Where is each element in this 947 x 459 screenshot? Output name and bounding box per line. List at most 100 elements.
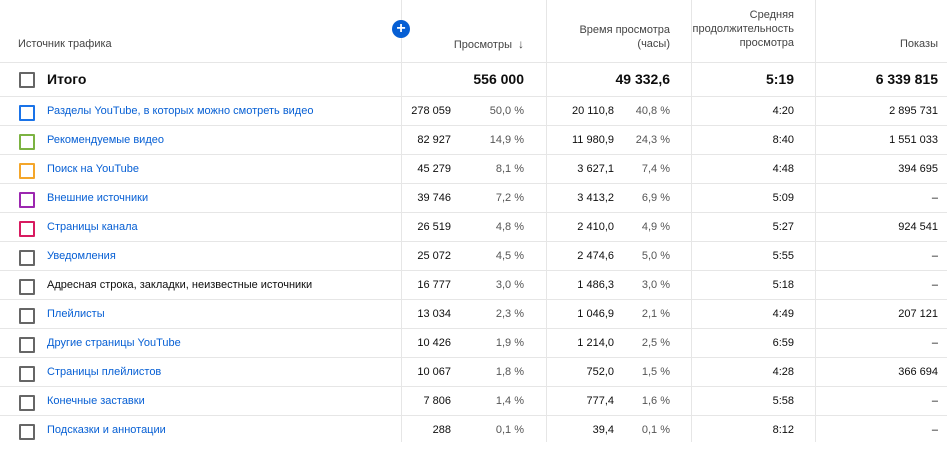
- row-watch-time: 3 413,2: [577, 192, 614, 204]
- row-avg-duration: 4:48: [772, 163, 794, 175]
- row-checkbox[interactable]: [19, 337, 35, 353]
- traffic-source-link[interactable]: Внешние источники: [47, 192, 149, 204]
- traffic-source-link[interactable]: Разделы YouTube, в которых можно смотрет…: [47, 105, 314, 117]
- table-row: Адресная строка, закладки, неизвестные и…: [0, 270, 947, 300]
- row-watch-time: 3 627,1: [577, 163, 614, 175]
- row-watch-time-percent: 24,3 %: [635, 134, 670, 146]
- total-checkbox[interactable]: [19, 72, 35, 88]
- row-views: 10 426: [417, 337, 451, 349]
- sort-down-arrow-icon[interactable]: ↓: [518, 37, 524, 51]
- column-divider: [815, 0, 816, 442]
- row-avg-duration: 5:55: [772, 250, 794, 262]
- row-impressions: –: [931, 424, 938, 436]
- row-checkbox[interactable]: [19, 395, 35, 411]
- row-impressions: 2 895 731: [889, 105, 938, 117]
- row-checkbox[interactable]: [19, 192, 35, 208]
- row-watch-time-percent: 40,8 %: [635, 105, 670, 117]
- table-row: Уведомления 25 072 4,5 % 2 474,6 5,0 % 5:55 –: [0, 241, 947, 271]
- row-watch-time: 11 980,9: [571, 134, 614, 146]
- traffic-source-link[interactable]: Плейлисты: [47, 308, 105, 320]
- traffic-source-link[interactable]: Страницы плейлистов: [47, 366, 162, 378]
- row-impressions: 366 694: [898, 366, 938, 378]
- row-watch-time: 39,4: [592, 424, 614, 436]
- row-checkbox[interactable]: [19, 105, 35, 121]
- row-impressions: –: [931, 250, 938, 262]
- row-views-percent: 14,9 %: [489, 134, 524, 146]
- row-checkbox[interactable]: [19, 424, 35, 440]
- row-avg-duration: 4:20: [772, 105, 794, 117]
- row-avg-duration: 6:59: [772, 337, 794, 349]
- row-views: 16 777: [417, 279, 451, 291]
- row-views: 39 746: [417, 192, 451, 204]
- row-views-percent: 4,5 %: [495, 250, 524, 262]
- row-checkbox[interactable]: [19, 279, 35, 295]
- table-header: Источник трафика + Просмотры ↓ Время прос…: [0, 0, 947, 62]
- row-impressions: –: [931, 279, 938, 291]
- row-views: 45 279: [417, 163, 451, 175]
- row-views: 10 067: [417, 366, 451, 378]
- row-impressions: 1 551 033: [889, 134, 938, 146]
- traffic-source-link[interactable]: Страницы канала: [47, 221, 138, 233]
- row-impressions: –: [931, 395, 938, 407]
- table-row: Рекомендуемые видео 82 927 14,9 % 11 980,9 2…: [0, 125, 947, 155]
- row-watch-time: 1 214,0: [577, 337, 614, 349]
- traffic-source-link[interactable]: Рекомендуемые видео: [47, 134, 164, 146]
- traffic-source-link[interactable]: Уведомления: [47, 250, 116, 262]
- total-avg-duration: 5:19: [765, 71, 794, 87]
- row-checkbox[interactable]: [19, 250, 35, 266]
- row-avg-duration: 5:18: [772, 279, 794, 291]
- row-checkbox[interactable]: [19, 221, 35, 237]
- row-watch-time: 2 410,0: [577, 221, 614, 233]
- column-divider: [401, 0, 402, 442]
- column-divider: [691, 0, 692, 442]
- total-impressions: 6 339 815: [875, 71, 938, 87]
- row-views: 26 519: [417, 221, 451, 233]
- total-watch-time: 49 332,6: [615, 71, 671, 87]
- column-header-watch-time[interactable]: Время просмотра (часы): [530, 23, 670, 51]
- row-watch-time: 752,0: [586, 366, 614, 378]
- row-watch-time: 1 486,3: [577, 279, 614, 291]
- row-watch-time: 20 110,8: [571, 105, 614, 117]
- table-row: Другие страницы YouTube 10 426 1,9 % 1 214,…: [0, 328, 947, 358]
- row-checkbox[interactable]: [19, 366, 35, 382]
- row-watch-time-percent: 7,4 %: [641, 163, 670, 175]
- row-impressions: 394 695: [898, 163, 938, 175]
- row-watch-time: 1 046,9: [577, 308, 614, 320]
- total-label: Итого: [47, 71, 87, 87]
- watch-time-unit: (часы): [637, 38, 670, 50]
- row-views: 82 927: [417, 134, 451, 146]
- row-watch-time-percent: 2,5 %: [641, 337, 670, 349]
- column-header-impressions[interactable]: Показы: [899, 38, 938, 50]
- watch-time-label: Время просмотра: [579, 24, 670, 36]
- traffic-source-link[interactable]: Поиск на YouTube: [47, 163, 140, 175]
- traffic-source-link[interactable]: Подсказки и аннотации: [47, 424, 166, 436]
- row-watch-time: 777,4: [586, 395, 614, 407]
- row-impressions: 207 121: [898, 308, 938, 320]
- row-views-percent: 8,1 %: [495, 163, 524, 175]
- row-views-percent: 4,8 %: [495, 221, 524, 233]
- traffic-source-link[interactable]: Другие страницы YouTube: [47, 337, 181, 349]
- column-divider: [546, 0, 547, 442]
- add-metric-button[interactable]: +: [392, 20, 410, 38]
- row-watch-time-percent: 5,0 %: [641, 250, 670, 262]
- row-checkbox[interactable]: [19, 134, 35, 150]
- column-header-source[interactable]: Источник трафика: [18, 38, 112, 50]
- traffic-source-link[interactable]: Конечные заставки: [47, 395, 145, 407]
- column-header-avg-duration[interactable]: Средняя продолжительность просмотра: [674, 8, 794, 50]
- table-row: Плейлисты 13 034 2,3 % 1 046,9 2,1 % 4:49 207 …: [0, 299, 947, 329]
- row-watch-time-percent: 0,1 %: [641, 424, 670, 436]
- row-checkbox[interactable]: [19, 163, 35, 179]
- column-header-views-label: Просмотры: [453, 39, 512, 51]
- row-views-percent: 2,3 %: [495, 308, 524, 320]
- row-views: 278 059: [411, 105, 451, 117]
- row-checkbox[interactable]: [19, 308, 35, 324]
- row-views-percent: 50,0 %: [489, 105, 524, 117]
- row-impressions: 924 541: [898, 221, 938, 233]
- row-avg-duration: 5:27: [772, 221, 794, 233]
- table-row: Страницы плейлистов 10 067 1,8 % 752,0 1,5 %…: [0, 357, 947, 387]
- row-avg-duration: 4:49: [772, 308, 794, 320]
- row-views: 288: [432, 424, 451, 436]
- column-header-views[interactable]: Просмотры ↓: [454, 37, 524, 52]
- table-row: Поиск на YouTube 45 279 8,1 % 3 627,1 7,4 % 4…: [0, 154, 947, 184]
